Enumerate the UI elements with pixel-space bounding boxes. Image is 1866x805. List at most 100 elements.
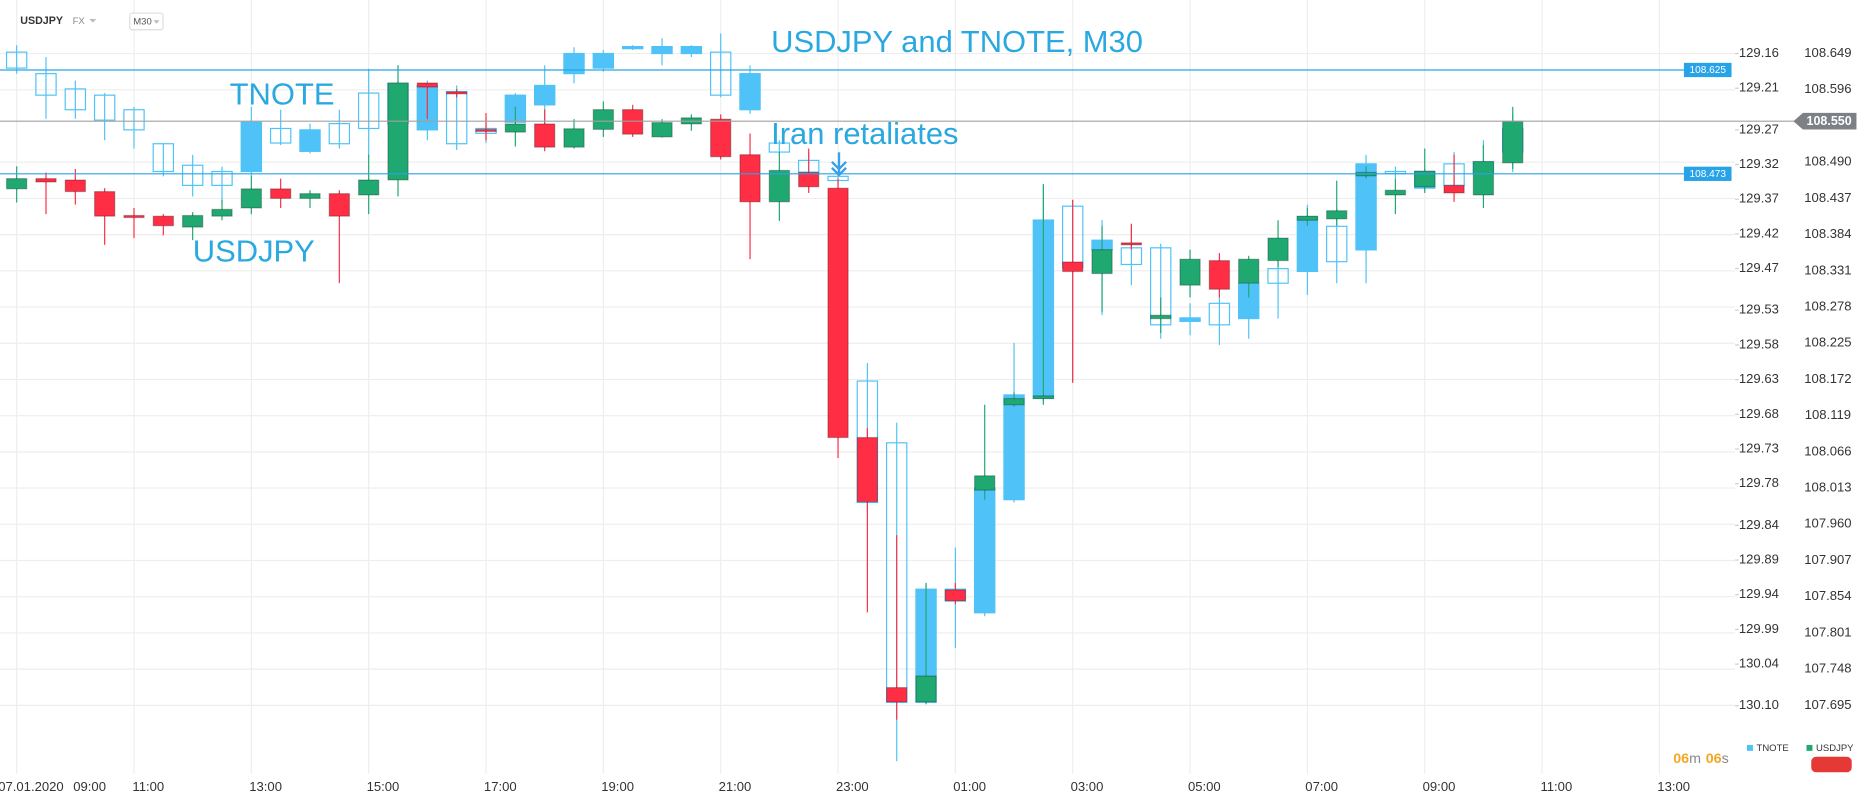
candle-body (35, 73, 57, 96)
y-tick-label: 130.10 (1739, 697, 1779, 712)
candle-body (240, 121, 263, 173)
y2-tick-label: 108.278 (1804, 298, 1851, 313)
y-tick-label: 129.27 (1739, 121, 1779, 136)
level-tag (1683, 62, 1732, 78)
y-tick-label: 129.73 (1739, 440, 1779, 455)
x-tick-label: 13:00 (249, 779, 282, 794)
candle-body (915, 675, 937, 703)
candle-body (621, 109, 644, 135)
timeframe: M30 (133, 17, 151, 28)
y-tick-label: 129.53 (1739, 302, 1779, 317)
candle-body (64, 88, 87, 111)
y-tick-label: 129.37 (1739, 191, 1779, 206)
candle-body (592, 109, 615, 131)
candle-body (709, 51, 732, 96)
candle-body (1443, 184, 1465, 194)
timeframe-select[interactable] (129, 12, 164, 31)
y2-tick-label: 107.695 (1804, 697, 1851, 712)
y2-tick-label: 108.331 (1804, 262, 1851, 277)
candle-body (973, 487, 996, 614)
annotation: USDJPY (193, 234, 315, 269)
candle-body (1384, 189, 1407, 196)
countdown-value: 06 (1706, 751, 1722, 767)
market-caret[interactable] (89, 19, 97, 23)
y2-tick-label: 108.384 (1804, 226, 1851, 241)
x-tick-label: 21:00 (719, 779, 752, 794)
candle-body (211, 208, 233, 217)
y2-tick-label: 107.748 (1804, 661, 1851, 676)
candle-body (5, 178, 28, 190)
x-tick-label: 19:00 (601, 779, 634, 794)
x-tick-label: 09:00 (1423, 779, 1456, 794)
y2-tick-label: 107.907 (1804, 552, 1851, 567)
candle-body (1120, 247, 1143, 266)
candle-body (1472, 160, 1495, 196)
candle-body (1326, 225, 1348, 263)
legend-label: USDJPY (1816, 743, 1854, 754)
candle-body (1208, 259, 1231, 290)
candle-body (651, 121, 673, 138)
candle-body (416, 82, 439, 88)
y2-tick-label: 108.490 (1804, 154, 1851, 169)
legend-swatch (1746, 744, 1753, 751)
candle-body (944, 589, 967, 602)
toggle-button[interactable] (1811, 756, 1852, 773)
y-tick-label: 129.32 (1739, 156, 1779, 171)
x-tick-label: 11:00 (1540, 779, 1572, 794)
x-tick-label: 17:00 (484, 779, 517, 794)
candle-body (1326, 210, 1348, 220)
candle-body (269, 188, 292, 200)
candle-body (123, 109, 145, 131)
candle-body (1120, 242, 1143, 246)
x-tick-label: 03:00 (1071, 779, 1104, 794)
candle-body (152, 215, 175, 227)
candle-body (240, 188, 263, 209)
y2-tick-label: 108.013 (1804, 480, 1851, 495)
symbol: USDJPY (20, 15, 63, 27)
candle-body (856, 436, 879, 503)
y-tick-label: 129.84 (1739, 517, 1779, 532)
x-tick-label: 13:00 (1657, 779, 1690, 794)
legend-label: TNOTE (1757, 743, 1789, 754)
y-tick-label: 129.42 (1739, 225, 1779, 240)
y-tick-label: 129.78 (1739, 475, 1779, 490)
y2-tick-label: 108.066 (1804, 443, 1851, 458)
y2-tick-label: 107.960 (1804, 516, 1851, 531)
y-tick-label: 129.94 (1739, 586, 1779, 601)
overlay: USDJPY FX M30 USDJPY and TNOTE, M30 TNOT… (0, 12, 1857, 794)
candle-body (1414, 170, 1436, 188)
candle-body (475, 128, 497, 133)
candle-body (504, 123, 527, 133)
candle-body (328, 193, 351, 217)
candle-body (211, 170, 233, 186)
candle-body (1502, 120, 1524, 164)
y-tick-label: 130.04 (1739, 656, 1779, 671)
candle-body (328, 123, 351, 145)
chart-title: USDJPY and TNOTE, M30 (771, 24, 1143, 59)
candle-body (680, 45, 703, 55)
y-tick-label: 129.58 (1739, 336, 1779, 351)
annotation-arrow (831, 152, 847, 177)
candle-body (5, 51, 28, 69)
candle-body (1267, 268, 1289, 284)
y-tick-label: 129.21 (1739, 80, 1779, 95)
y-tick-label: 129.68 (1739, 406, 1779, 421)
candle-body (357, 179, 380, 196)
x-tick-label: 11:00 (132, 779, 164, 794)
candle-body (885, 686, 908, 703)
annotation: TNOTE (230, 77, 335, 112)
candle-body (1091, 249, 1113, 275)
x-tick-label: 05:00 (1188, 779, 1221, 794)
candle-body (1032, 395, 1055, 400)
candle-body (64, 179, 87, 193)
candle-body (299, 193, 321, 200)
candle-body (1355, 163, 1377, 251)
candle-body (533, 84, 556, 106)
timeframe-caret (153, 20, 160, 24)
y-tick-label: 129.16 (1739, 45, 1779, 60)
candle-body (739, 73, 761, 111)
candle-body (1062, 261, 1084, 273)
candle-body (651, 45, 673, 55)
